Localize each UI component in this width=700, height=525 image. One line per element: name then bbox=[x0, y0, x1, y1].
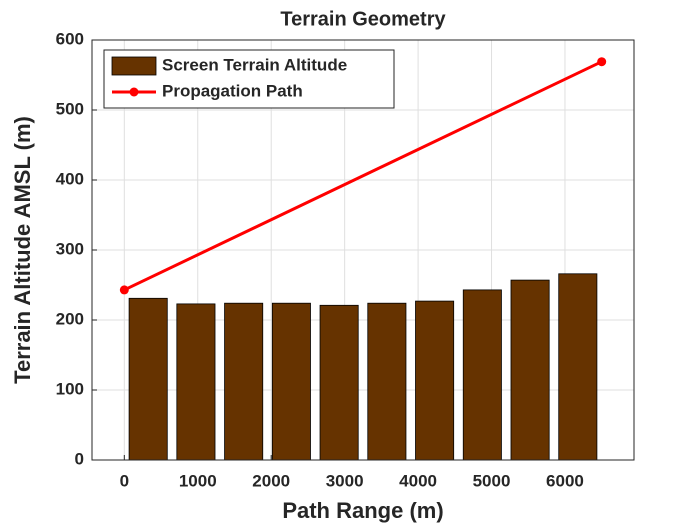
chart-title: Terrain Geometry bbox=[280, 8, 446, 30]
legend-swatch bbox=[111, 56, 157, 76]
bar bbox=[271, 302, 311, 461]
bar bbox=[128, 297, 168, 461]
marker bbox=[597, 57, 607, 67]
bar bbox=[558, 273, 598, 461]
bar bbox=[415, 300, 455, 461]
y-tick-label: 100 bbox=[56, 379, 84, 398]
bar bbox=[367, 302, 407, 461]
x-tick-label: 1000 bbox=[179, 471, 217, 490]
line bbox=[123, 60, 603, 292]
x-tick-label: 5000 bbox=[473, 471, 511, 490]
y-tick-label: 200 bbox=[56, 309, 84, 328]
bar bbox=[462, 289, 502, 461]
x-tick-label: 0 bbox=[120, 471, 129, 490]
y-tick-label: 400 bbox=[56, 169, 84, 188]
y-axis-label: Terrain Altitude AMSL (m) bbox=[10, 116, 35, 384]
y-tick-label: 0 bbox=[75, 449, 84, 468]
legend-marker bbox=[129, 87, 139, 97]
axes-box bbox=[91, 39, 635, 461]
y-tick-label: 300 bbox=[56, 239, 84, 258]
x-tick-label: 2000 bbox=[252, 471, 290, 490]
x-tick-label: 6000 bbox=[546, 471, 584, 490]
x-axis-label: Path Range (m) bbox=[282, 498, 443, 523]
x-tick-label: 3000 bbox=[326, 471, 364, 490]
marker bbox=[119, 285, 129, 295]
bar bbox=[319, 304, 359, 461]
y-tick-label: 600 bbox=[56, 29, 84, 48]
bar bbox=[510, 279, 550, 461]
legend-label: Propagation Path bbox=[162, 81, 303, 100]
bar bbox=[176, 303, 216, 461]
bar bbox=[224, 302, 264, 461]
legend-label: Screen Terrain Altitude bbox=[162, 55, 347, 74]
x-tick-label: 4000 bbox=[399, 471, 437, 490]
y-tick-label: 500 bbox=[56, 99, 84, 118]
